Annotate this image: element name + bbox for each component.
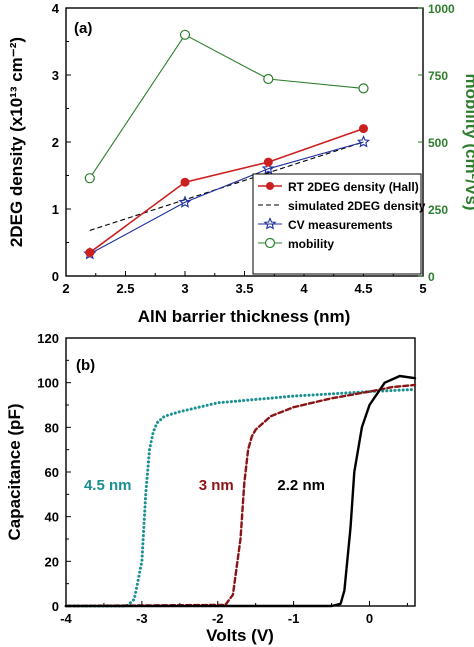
panel-a-y-tick-label: 4 <box>52 1 60 16</box>
panel-a-y-axis-label: 2DEG density (x10¹³ cm⁻²) <box>7 37 26 247</box>
mobility-point <box>263 73 274 85</box>
panel-b-x-tick-label: -1 <box>288 611 300 626</box>
panel-a-legend: RT 2DEG density (Hall) simulated 2DEG den… <box>252 173 426 275</box>
panel-b-y-tick-label: 120 <box>37 331 59 346</box>
cv-measurement-point <box>356 135 371 148</box>
curve-3nm <box>64 383 417 608</box>
cv-measurements-line <box>89 141 364 255</box>
mobility-point <box>358 83 369 94</box>
panel-a-y-tick-label: 2 <box>52 135 59 150</box>
panel-b-chart: (b) -4 -3 -2 -1 0 0 20 40 60 80 100 120 4.5 nm 3 nm 2… <box>5 331 417 645</box>
legend-mobility-label: mobility <box>288 237 334 251</box>
legend-mobility-marker <box>264 237 276 249</box>
panel-a-x-tick-label: 3.5 <box>235 281 253 296</box>
curve-4-5nm <box>64 387 417 608</box>
panel-b-y-tick-label: 80 <box>45 420 59 435</box>
panel-b-label: (b) <box>76 357 95 374</box>
legend-hall-marker <box>266 182 274 190</box>
panel-a-x-tick-label: 4 <box>300 281 308 296</box>
panel-a-x-tick-label: 5 <box>419 281 426 296</box>
panel-a-x-tick-label: 2.5 <box>116 281 134 296</box>
label-4-5nm: 4.5 nm <box>84 477 132 494</box>
legend-simulated-label: simulated 2DEG density <box>288 199 426 213</box>
hall-density-line <box>89 127 364 254</box>
mobility-point <box>84 173 95 184</box>
panel-a-y2-tick-label: 1000 <box>428 2 455 16</box>
panel-b-y-tick-label: 20 <box>45 554 59 569</box>
panel-a-y2-tick-label: 500 <box>428 136 448 150</box>
panel-b-x-tick-label: -4 <box>60 611 72 626</box>
panel-a-x-tick-label: 3 <box>181 281 188 296</box>
label-3nm: 3 nm <box>199 477 234 494</box>
panel-a-y-tick-label: 1 <box>52 202 59 217</box>
hall-density-point <box>263 157 273 167</box>
mobility-line <box>89 34 364 179</box>
panel-a-y-tick-label: 3 <box>52 68 59 83</box>
panel-b-x-tick-label: 0 <box>366 611 373 626</box>
panel-b-y-tick-label: 40 <box>45 510 59 525</box>
panel-b-x-tick-label: -2 <box>212 611 224 626</box>
panel-b-y-tick-label: 100 <box>37 376 59 391</box>
label-2-2nm: 2.2 nm <box>277 477 325 494</box>
panel-a-x-tick-label: 4.5 <box>354 281 372 296</box>
panel-b-x-tick-label: -3 <box>136 611 148 626</box>
hall-density-point <box>359 124 368 134</box>
panel-a-y2-tick-label: 0 <box>428 270 435 284</box>
panel-b-y-axis-label: Capacitance (pF) <box>5 404 24 541</box>
panel-b-y-tick-label: 60 <box>45 465 59 480</box>
curve-2-2nm <box>64 374 417 608</box>
legend-cv-label: CV measurements <box>288 218 393 232</box>
panel-a-y2-tick-label: 250 <box>428 203 448 217</box>
panel-a-y2-tick-label: 750 <box>428 69 448 83</box>
cv-measurement-point <box>178 195 192 208</box>
panel-a-y2-axis-label: mobility (cm²/Vs) <box>462 74 474 211</box>
panel-a-label: (a) <box>74 20 92 37</box>
panel-b-y-tick-label: 0 <box>52 599 59 614</box>
cv-measurement-point <box>261 161 275 175</box>
panel-b-plot-frame <box>65 337 416 607</box>
legend-cv-marker <box>263 217 277 230</box>
panel-a-y-tick-label: 0 <box>52 269 59 284</box>
panel-b-x-axis-label: Volts (V) <box>206 626 274 645</box>
mobility-point <box>179 29 191 40</box>
panel-a-x-axis-label: AlN barrier thickness (nm) <box>138 307 351 326</box>
hall-density-point <box>85 248 95 258</box>
hall-density-point <box>180 177 190 187</box>
panel-a-x-tick-label: 2 <box>62 281 69 296</box>
legend-hall-label: RT 2DEG density (Hall) <box>288 180 419 194</box>
